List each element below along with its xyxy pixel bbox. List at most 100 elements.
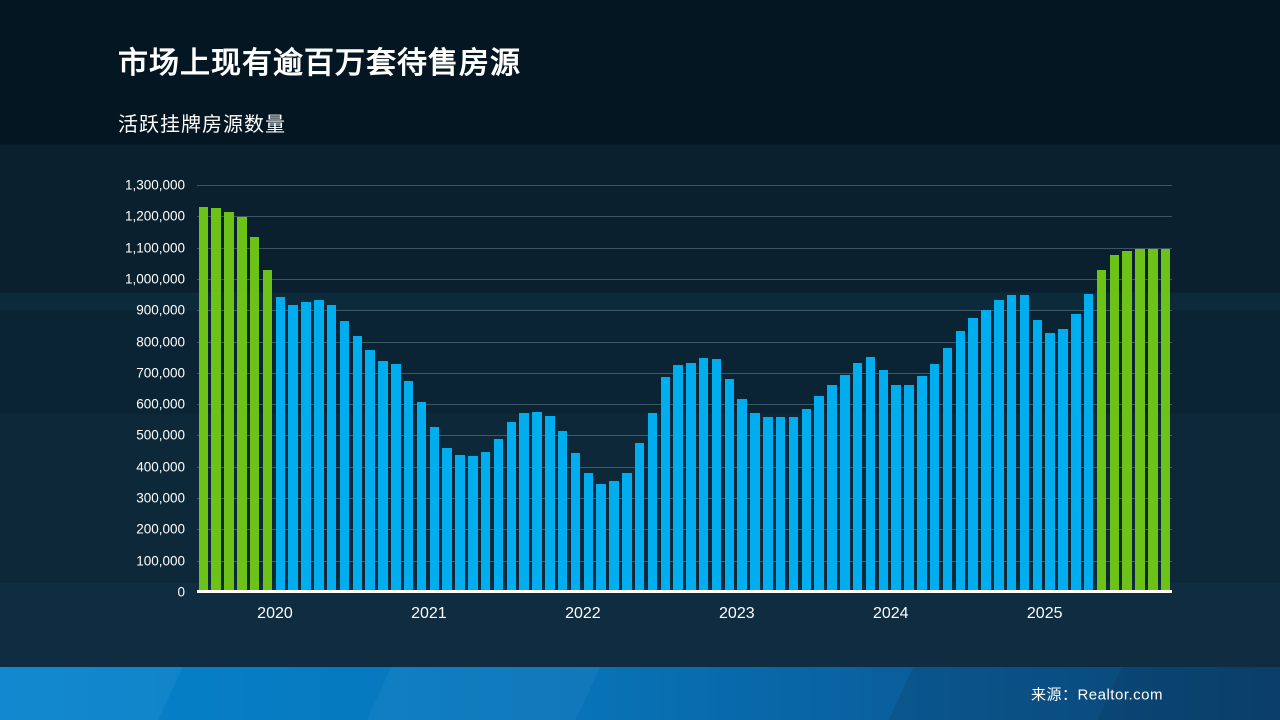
bar-2023-09 (840, 375, 850, 592)
bar-2020-06 (339, 320, 350, 592)
bar-2022-10 (698, 357, 709, 592)
bar-2021-01 (429, 426, 440, 592)
gridline (197, 498, 1172, 500)
x-year-label-2023: 2023 (719, 605, 755, 622)
bar-2023-01 (737, 399, 747, 592)
y-tick-label: 400,000 (136, 459, 185, 475)
bar-2024-02 (904, 385, 914, 592)
bar-2025-04 (1083, 293, 1094, 592)
bar-2025-05 (1096, 269, 1107, 592)
bar-2025-06 (1109, 255, 1120, 592)
bar-2020-07 (352, 335, 363, 592)
bar-2024-05 (942, 347, 953, 592)
y-tick-label: 1,200,000 (124, 208, 185, 224)
bar-2023-11 (865, 357, 876, 592)
y-tick-label: 1,300,000 (124, 177, 185, 193)
bar-2019-12 (262, 270, 273, 592)
gridline (197, 466, 1172, 468)
bar-2022-08 (673, 365, 683, 592)
gridline (197, 341, 1172, 343)
bar-2021-07 (506, 421, 517, 592)
bar-2022-07 (660, 377, 670, 592)
bar-2021-05 (480, 452, 491, 592)
bar-2022-11 (711, 359, 722, 592)
bar-2020-11 (403, 380, 414, 592)
bar-2019-09 (224, 211, 234, 592)
gridline (197, 560, 1172, 562)
bar-2021-02 (442, 448, 452, 592)
y-tick-label: 300,000 (136, 490, 185, 506)
bar-2023-05 (788, 417, 799, 592)
bar-2025-01 (1045, 332, 1055, 592)
bar-2021-08 (519, 412, 529, 592)
bar-2019-10 (237, 216, 247, 592)
bar-2019-08 (211, 207, 221, 592)
x-year-label-2021: 2021 (411, 605, 447, 622)
bar-2022-02 (596, 483, 606, 592)
gridline (197, 404, 1172, 406)
bar-2023-02 (750, 412, 760, 592)
bar-2023-08 (827, 385, 837, 592)
x-axis-line (197, 590, 1172, 593)
bar-2020-05 (326, 304, 337, 592)
bar-2019-07 (198, 206, 209, 592)
y-tick-label: 100,000 (136, 553, 185, 569)
page-title: 市场上现有逾百万套待售房源 (118, 47, 521, 80)
x-year-label-2024: 2024 (872, 605, 909, 622)
bar-2022-12 (724, 379, 735, 592)
y-tick-label: 800,000 (136, 334, 185, 350)
bar-2021-04 (468, 456, 478, 592)
bar-2021-10 (545, 416, 555, 592)
bar-2022-05 (634, 442, 645, 592)
bar-2023-06 (801, 408, 812, 592)
gridline (197, 435, 1172, 437)
footer-band: 来源：Realtor.com (0, 667, 1280, 720)
bar-2021-03 (455, 455, 465, 592)
bar-2020-08 (365, 350, 375, 592)
y-tick-label: 700,000 (136, 365, 185, 381)
bar-2020-02 (288, 304, 298, 592)
bar-2022-01 (583, 473, 594, 592)
gridline (197, 310, 1172, 312)
gridline (197, 247, 1172, 249)
bar-2024-10 (1006, 295, 1017, 592)
bar-2020-04 (314, 299, 324, 592)
gridline (197, 278, 1172, 280)
y-tick-label: 1,000,000 (124, 271, 185, 287)
bar-2023-03 (763, 416, 773, 592)
bar-2025-07 (1122, 250, 1132, 592)
bar-2025-03 (1071, 314, 1081, 592)
y-tick-label: 900,000 (136, 302, 185, 318)
y-tick-label: 600,000 (136, 396, 185, 412)
bar-2024-09 (994, 300, 1004, 592)
y-tick-label: 1,100,000 (124, 240, 185, 256)
bar-2025-08 (1135, 249, 1145, 592)
bar-2023-07 (814, 396, 824, 592)
bar-2024-11 (1019, 294, 1030, 592)
bar-2020-12 (416, 401, 427, 592)
bar-2021-09 (532, 411, 542, 592)
bar-2024-07 (968, 318, 978, 592)
bar-2021-12 (570, 453, 581, 592)
bar-2024-04 (929, 364, 940, 592)
y-tick-label: 0 (177, 584, 185, 600)
bar-2024-03 (917, 375, 927, 592)
bar-2021-06 (493, 439, 504, 592)
x-year-label-2020: 2020 (257, 605, 293, 622)
bar-2025-02 (1058, 329, 1068, 592)
bar-2024-01 (891, 385, 901, 592)
x-year-label-2025: 2025 (1026, 605, 1063, 622)
bar-2025-09 (1148, 249, 1158, 592)
bar-2019-11 (249, 237, 260, 592)
bar-2021-11 (557, 431, 568, 592)
bar-2020-09 (378, 360, 388, 592)
bar-2022-09 (686, 363, 696, 592)
bar-2022-06 (647, 412, 658, 592)
bar-chart: 0 100,000 200,000 300,000 400,000 500,000 600,… (125, 178, 1172, 622)
bar-2023-10 (852, 362, 863, 592)
chart-subtitle: 活跃挂牌房源数量 (118, 114, 286, 136)
gridline (197, 529, 1172, 531)
bar-2024-08 (981, 310, 991, 592)
bar-2022-04 (622, 472, 632, 592)
